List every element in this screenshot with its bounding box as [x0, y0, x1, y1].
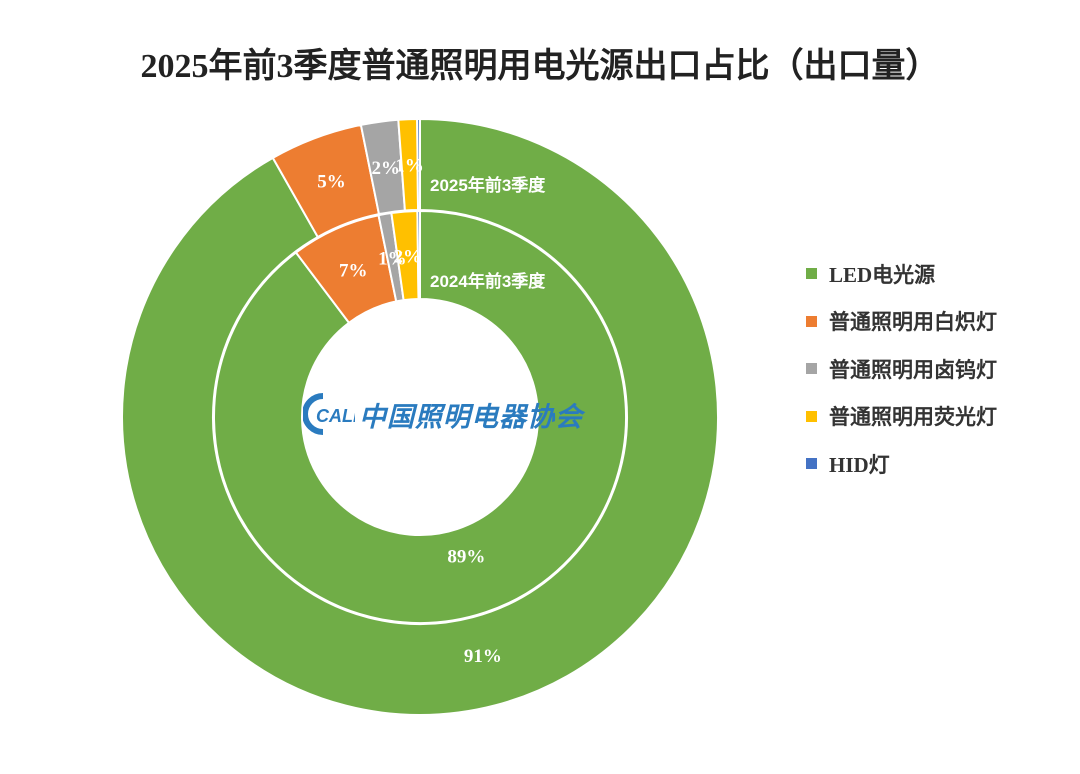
legend: LED电光源 普通照明用白炽灯 普通照明用卤钨灯 普通照明用荧光灯 HID灯: [806, 250, 997, 488]
legend-swatch: [806, 315, 817, 327]
slice-inner-hid: [416, 209, 421, 301]
legend-item-fluorescent: 普通照明用荧光灯: [806, 393, 997, 441]
legend-label: LED电光源: [829, 262, 936, 287]
data-label-inner-led: 89%: [447, 546, 485, 567]
legend-item-hid: HID灯: [806, 440, 997, 488]
data-label-outer-incandescent: 5%: [317, 172, 346, 193]
data-label-outer-led: 91%: [464, 646, 502, 667]
legend-item-halogen: 普通照明用卤钨灯: [806, 345, 997, 393]
association-logo: CALI 中国照明电器协会: [302, 392, 583, 436]
data-labels: 91%5%2%1%89%7%1%2%: [317, 156, 502, 667]
cali-logo-icon: CALI: [302, 392, 359, 436]
data-label-outer-fluorescent: 1%: [395, 156, 424, 177]
data-label-inner-fluorescent: 2%: [393, 246, 422, 267]
legend-label: 普通照明用卤钨灯: [829, 357, 997, 382]
chart-title: 2025年前3季度普通照明用电光源出口占比（出口量）: [140, 48, 940, 85]
inner-ring-2024: [213, 209, 627, 624]
legend-item-incandescent: 普通照明用白炽灯: [806, 298, 997, 346]
logo-mark-text: CALI: [316, 406, 355, 426]
legend-swatch: [806, 458, 817, 470]
legend-label: 普通照明用白炽灯: [829, 310, 997, 335]
data-label-inner-halogen: 1%: [378, 248, 407, 269]
logo-text: 中国照明电器协会: [359, 401, 583, 432]
slice-inner-led: [213, 209, 627, 624]
legend-swatch: [806, 410, 817, 422]
legend-swatch: [806, 363, 817, 375]
legend-label: 普通照明用荧光灯: [829, 405, 997, 430]
legend-swatch: [806, 268, 817, 280]
series-label-inner: 2024年前3季度: [430, 271, 546, 291]
legend-item-led: LED电光源: [806, 250, 997, 298]
data-label-outer-halogen: 2%: [371, 158, 400, 179]
series-label-outer: 2025年前3季度: [430, 175, 546, 195]
legend-label: HID灯: [829, 452, 890, 477]
ring-series-labels: 2025年前3季度 2024年前3季度: [430, 175, 546, 291]
data-label-inner-incandescent: 7%: [339, 260, 368, 281]
